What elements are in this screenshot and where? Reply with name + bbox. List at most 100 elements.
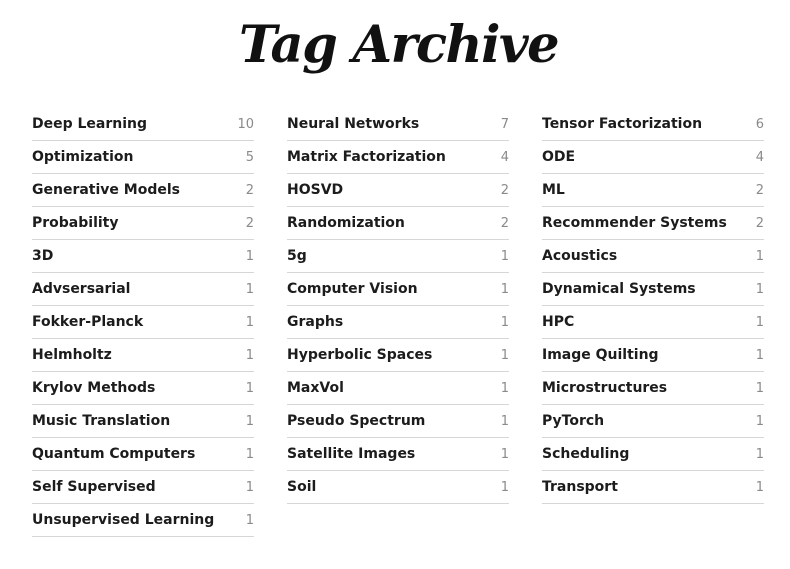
tag-link[interactable]: 5g 1 (287, 240, 509, 273)
tag-name: Self Supervised (32, 479, 156, 495)
tag-count: 4 (500, 149, 509, 165)
tag-link[interactable]: Tensor Factorization 6 (542, 108, 764, 141)
tag-name: Satellite Images (287, 446, 416, 462)
tag-name: Hyperbolic Spaces (287, 347, 433, 363)
tag-count: 1 (755, 446, 764, 462)
tag-count: 1 (500, 446, 509, 462)
tag-name: Transport (542, 479, 618, 495)
tag-name: Optimization (32, 149, 134, 165)
tag-count: 1 (245, 248, 254, 264)
tag-name: ML (542, 182, 565, 198)
tag-name: Fokker-Planck (32, 314, 144, 330)
tag-link[interactable]: Advsersarial 1 (32, 273, 254, 306)
tag-name: Advsersarial (32, 281, 131, 297)
tag-link[interactable]: Music Translation 1 (32, 405, 254, 438)
tag-link[interactable]: Optimization 5 (32, 141, 254, 174)
tag-count: 1 (500, 380, 509, 396)
tag-count: 1 (500, 248, 509, 264)
tag-count: 6 (755, 116, 764, 132)
tag-name: Graphs (287, 314, 344, 330)
tag-link[interactable]: Unsupervised Learning 1 (32, 504, 254, 537)
tag-name: Tensor Factorization (542, 116, 703, 132)
tag-name: Dynamical Systems (542, 281, 696, 297)
tag-name: Scheduling (542, 446, 630, 462)
tag-name: Helmholtz (32, 347, 112, 363)
tag-count: 1 (755, 248, 764, 264)
tag-link[interactable]: Hyperbolic Spaces 1 (287, 339, 509, 372)
tag-link[interactable]: Self Supervised 1 (32, 471, 254, 504)
tag-link[interactable]: ML 2 (542, 174, 764, 207)
tag-name: MaxVol (287, 380, 344, 396)
tag-count: 1 (245, 479, 254, 495)
tag-name: Neural Networks (287, 116, 420, 132)
tag-link[interactable]: Scheduling 1 (542, 438, 764, 471)
tag-link[interactable]: Probability 2 (32, 207, 254, 240)
tag-link[interactable]: HPC 1 (542, 306, 764, 339)
tag-name: Microstructures (542, 380, 668, 396)
tag-link[interactable]: Satellite Images 1 (287, 438, 509, 471)
tag-count: 1 (245, 446, 254, 462)
tag-count: 1 (755, 413, 764, 429)
page-title: Tag Archive (238, 15, 560, 75)
tag-name: HOSVD (287, 182, 344, 198)
tag-count: 1 (500, 479, 509, 495)
tag-name: 5g (287, 248, 307, 264)
tag-link[interactable]: Generative Models 2 (32, 174, 254, 207)
tag-link[interactable]: Microstructures 1 (542, 372, 764, 405)
tag-count: 2 (755, 182, 764, 198)
tag-link[interactable]: Helmholtz 1 (32, 339, 254, 372)
tag-link[interactable]: 3D 1 (32, 240, 254, 273)
tag-name: Music Translation (32, 413, 171, 429)
tag-count: 1 (245, 347, 254, 363)
tag-link[interactable]: Deep Learning 10 (32, 108, 254, 141)
tag-name: Unsupervised Learning (32, 512, 215, 528)
tag-count: 1 (245, 413, 254, 429)
tag-link[interactable]: ODE 4 (542, 141, 764, 174)
tag-link[interactable]: Randomization 2 (287, 207, 509, 240)
tag-link[interactable]: Dynamical Systems 1 (542, 273, 764, 306)
tag-count: 7 (500, 116, 509, 132)
tag-link[interactable]: PyTorch 1 (542, 405, 764, 438)
tag-count: 1 (755, 479, 764, 495)
tag-name: Soil (287, 479, 317, 495)
tag-name: Acoustics (542, 248, 618, 264)
tag-link[interactable]: Neural Networks 7 (287, 108, 509, 141)
tag-link[interactable]: Matrix Factorization 4 (287, 141, 509, 174)
tag-name: ODE (542, 149, 576, 165)
tag-link[interactable]: HOSVD 2 (287, 174, 509, 207)
tag-count: 1 (755, 281, 764, 297)
tag-count: 2 (245, 182, 254, 198)
tag-link[interactable]: Soil 1 (287, 471, 509, 504)
tag-name: Krylov Methods (32, 380, 156, 396)
tag-count: 2 (500, 182, 509, 198)
tag-name: Computer Vision (287, 281, 418, 297)
tag-count: 1 (245, 281, 254, 297)
tag-link[interactable]: Image Quilting 1 (542, 339, 764, 372)
tag-link[interactable]: Pseudo Spectrum 1 (287, 405, 509, 438)
tag-name: Matrix Factorization (287, 149, 446, 165)
tag-link[interactable]: Krylov Methods 1 (32, 372, 254, 405)
tag-link[interactable]: Recommender Systems 2 (542, 207, 764, 240)
tag-count: 1 (245, 314, 254, 330)
tag-name: Recommender Systems (542, 215, 727, 231)
tag-link[interactable]: Fokker-Planck 1 (32, 306, 254, 339)
tag-name: Image Quilting (542, 347, 659, 363)
tag-name: Quantum Computers (32, 446, 196, 462)
tag-link[interactable]: Graphs 1 (287, 306, 509, 339)
tag-link[interactable]: Acoustics 1 (542, 240, 764, 273)
tag-link[interactable]: Quantum Computers 1 (32, 438, 254, 471)
tag-count: 1 (500, 347, 509, 363)
tag-count: 5 (245, 149, 254, 165)
tag-count: 4 (755, 149, 764, 165)
tag-name: Randomization (287, 215, 405, 231)
tag-link[interactable]: MaxVol 1 (287, 372, 509, 405)
tag-link[interactable]: Computer Vision 1 (287, 273, 509, 306)
tag-link[interactable]: Transport 1 (542, 471, 764, 504)
tag-count: 1 (755, 314, 764, 330)
tag-name: Deep Learning (32, 116, 148, 132)
tag-name: HPC (542, 314, 575, 330)
tag-column-1: Deep Learning 10 Optimization 5 Generative M… (32, 108, 254, 537)
tag-column-2: Neural Networks 7 Matrix Factorization 4 HOS… (287, 108, 509, 504)
tag-count: 1 (755, 380, 764, 396)
tag-count: 2 (500, 215, 509, 231)
